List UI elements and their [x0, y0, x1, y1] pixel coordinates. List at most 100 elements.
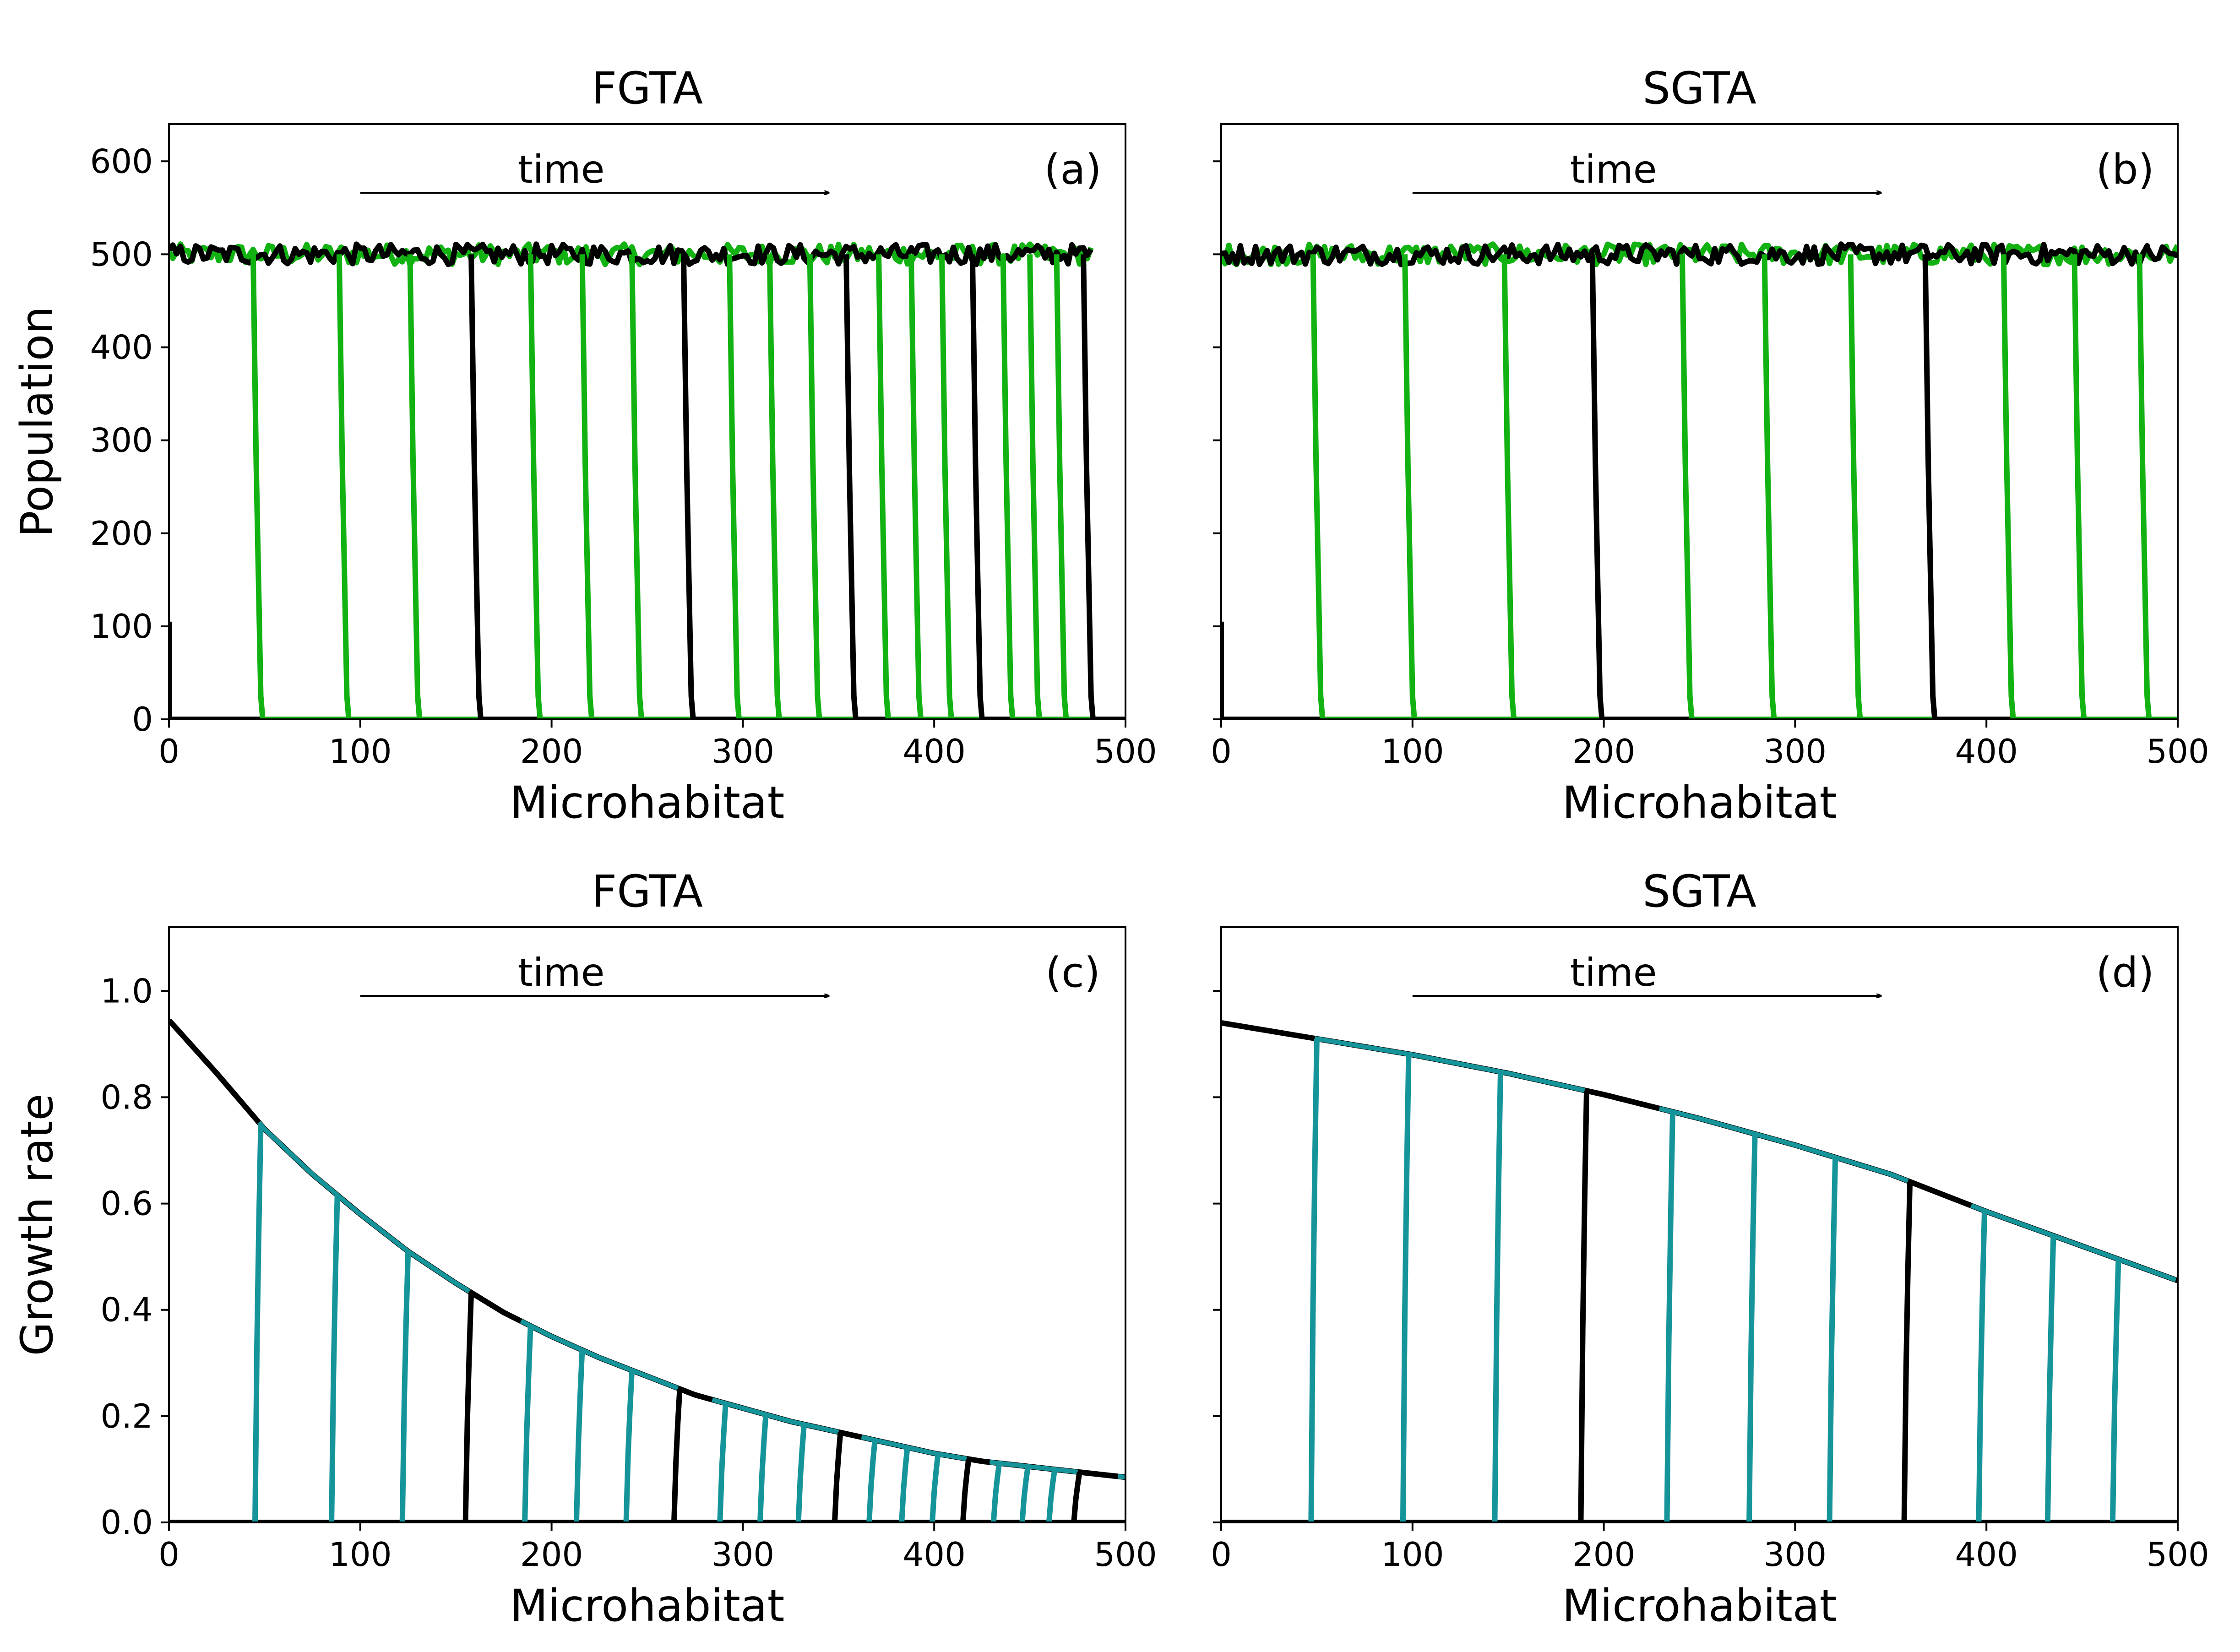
front-line-9 — [757, 1414, 769, 1522]
x-tick-label: 300 — [1764, 732, 1827, 771]
front-line-17 — [1000, 254, 1125, 719]
front-line-15 — [960, 1458, 972, 1522]
front-line-5 — [527, 254, 1125, 719]
plot-area — [169, 241, 1125, 719]
x-tick-label: 200 — [1572, 732, 1635, 771]
front-line-7 — [629, 254, 1125, 719]
front-line-15 — [939, 254, 1125, 719]
x-tick-label: 200 — [520, 732, 583, 771]
x-tick-label: 400 — [903, 1535, 965, 1574]
front-line-3 — [1501, 254, 2178, 719]
front-line-11 — [832, 1432, 843, 1522]
x-axis-label: Microhabitat — [1562, 777, 1837, 828]
x-tick-label: 0 — [1211, 1535, 1232, 1574]
front-line-5 — [1746, 1134, 1758, 1522]
panel-tag: (c) — [1045, 949, 1100, 997]
x-tick-label: 0 — [158, 1535, 179, 1574]
front-line-14 — [930, 1453, 941, 1522]
panel-title: FGTA — [592, 866, 703, 917]
front-line-8 — [717, 1403, 729, 1522]
front-line-14 — [908, 254, 1125, 719]
front-line-10 — [2110, 1259, 2121, 1522]
front-line-3 — [407, 254, 1125, 719]
envelope-black-segment-7 — [1907, 1178, 1972, 1208]
front-line-19 — [1071, 1472, 1082, 1522]
y-tick-label: 500 — [90, 235, 153, 273]
panel-b: 0 100 200 300 400 500 SGTA Microhabitat (b) time — [1211, 63, 2209, 828]
envelope-black-segment-3 — [1584, 1087, 1660, 1111]
front-line-0 — [1221, 621, 2178, 719]
front-line-13 — [899, 1447, 910, 1522]
front-line-6 — [1762, 254, 2178, 719]
front-line-7 — [1848, 254, 2178, 719]
x-tick-label: 400 — [1955, 732, 2017, 771]
front-line-1 — [250, 254, 1125, 719]
panel-a: 0 100 200 300 400 500 0 100 200 300 400 500 600 FGTA M… — [11, 63, 1157, 828]
x-tick-label: 0 — [158, 732, 179, 771]
x-tick-label: 300 — [1764, 1535, 1827, 1574]
front-line-16 — [969, 254, 1125, 719]
y-tick-label: 200 — [90, 514, 153, 553]
front-line-6 — [1827, 1157, 1838, 1522]
x-tick-label: 500 — [2146, 1535, 2209, 1574]
panel-c: 0 100 200 300 400 500 0.0 0.2 0.4 0.6 0.8 1.0 FGTA Mi… — [11, 866, 1157, 1631]
x-tick-label: 500 — [1094, 732, 1157, 771]
front-line-9 — [2001, 254, 2178, 719]
y-tick-label: 0.8 — [100, 1078, 153, 1116]
panel-tag: (a) — [1044, 146, 1101, 194]
front-line-2 — [399, 1251, 411, 1522]
axes-frame — [1220, 926, 2179, 1523]
front-line-2 — [1402, 254, 2178, 719]
y-tick-label: 0.4 — [100, 1291, 153, 1329]
front-line-6 — [623, 1370, 635, 1522]
plot-area — [1221, 1020, 2178, 1522]
front-line-5 — [1679, 254, 2178, 719]
panel-tag: (d) — [2096, 949, 2154, 997]
panel-title: SGTA — [1642, 63, 1756, 114]
front-line-7 — [671, 1389, 683, 1522]
front-line-18 — [1046, 1469, 1058, 1522]
axes-frame — [1220, 123, 2179, 720]
y-tick-label: 0.2 — [100, 1397, 153, 1435]
y-tick-label: 0 — [132, 700, 153, 739]
front-line-7 — [1901, 1181, 1913, 1522]
front-line-4 — [522, 1326, 533, 1522]
y-tick-label: 1.0 — [100, 972, 153, 1010]
x-tick-label: 400 — [1955, 1535, 2017, 1574]
x-tick-label: 100 — [329, 732, 391, 771]
x-tick-label: 400 — [903, 732, 965, 771]
front-line-2 — [336, 254, 1125, 719]
envelope-teal-line — [1314, 1036, 2177, 1282]
panel-title: FGTA — [592, 63, 703, 114]
front-line-10 — [767, 254, 1125, 719]
front-line-11 — [2137, 254, 2178, 719]
x-tick-label: 300 — [712, 1535, 774, 1574]
axes-frame — [168, 123, 1126, 720]
front-line-16 — [990, 1462, 1002, 1522]
x-tick-label: 500 — [1094, 1535, 1157, 1574]
front-line-8 — [680, 254, 1125, 719]
front-line-4 — [468, 254, 1125, 719]
panel-title: SGTA — [1642, 866, 1756, 917]
x-axis-label: Microhabitat — [1562, 1580, 1837, 1631]
front-line-6 — [579, 254, 1125, 719]
envelope-line — [1221, 1020, 2178, 1283]
front-line-18 — [1027, 254, 1125, 719]
front-line-11 — [807, 254, 1125, 719]
envelope-black-segment-19 — [1077, 1469, 1118, 1479]
y-tick-label: 400 — [90, 328, 153, 367]
y-tick-label: 0.0 — [100, 1503, 153, 1542]
y-tick-label: 300 — [90, 421, 153, 460]
axes-frame — [168, 926, 1126, 1523]
front-line-0 — [252, 1125, 264, 1522]
envelope-line — [169, 1018, 1125, 1480]
front-line-8 — [1976, 1211, 1988, 1522]
panel-d: 0 100 200 300 400 500 SGTA Microhabitat (d) time — [1211, 866, 2209, 1631]
x-axis-label: Microhabitat — [510, 1580, 785, 1631]
x-tick-label: 100 — [329, 1535, 391, 1574]
front-line-1 — [329, 1195, 340, 1522]
envelope-black-segment-3 — [468, 1289, 522, 1324]
y-axis-label: Growth rate — [11, 1094, 63, 1356]
time-label: time — [518, 950, 605, 995]
